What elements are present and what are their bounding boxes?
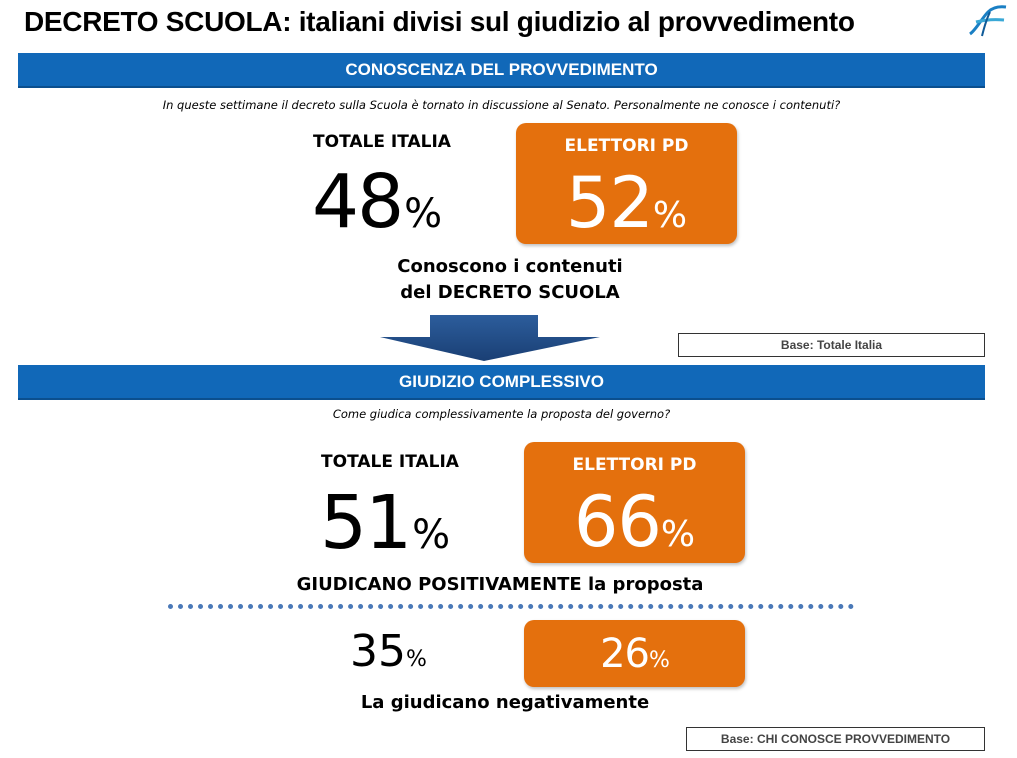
positive-pd-value: 66% (524, 487, 745, 570)
total-italia-label: TOTALE ITALIA (313, 132, 451, 152)
caption-negativamente: La giudicano negativamente (360, 692, 650, 713)
negative-pd-value: 26% (524, 632, 745, 683)
negative-total-value: 35% (350, 628, 427, 684)
total-italia-label: TOTALE ITALIA (321, 452, 459, 472)
elettori-pd-value: 52% (516, 168, 737, 251)
elettori-pd-box: ELETTORI PD 52% (516, 123, 737, 244)
base-chi-conosce: Base: CHI CONOSCE PROVVEDIMENTO (686, 727, 985, 751)
dotted-divider (168, 604, 854, 609)
value-number: 48 (312, 159, 404, 245)
value-number: 26 (600, 631, 650, 677)
band-label: CONOSCENZA DEL PROVVEDIMENTO (345, 59, 658, 79)
value-number: 35 (350, 626, 406, 677)
base-totale-italia: Base: Totale Italia (678, 333, 985, 357)
percent-sign: % (404, 191, 443, 237)
caption-line: Conoscono i contenuti (397, 256, 623, 277)
percent-sign: % (649, 648, 670, 673)
down-arrow-icon (380, 315, 600, 361)
percent-sign: % (660, 514, 696, 555)
swoosh-logo-icon (969, 5, 1007, 37)
caption-conoscono: Conoscono i contenuti del DECRETO SCUOLA (300, 254, 720, 306)
value-number: 52 (565, 162, 654, 244)
base-label: Base: Totale Italia (780, 338, 883, 352)
question-giudizio: Come giudica complessivamente la propost… (332, 407, 671, 421)
caption-positivamente: GIUDICANO POSITIVAMENTE la proposta (296, 574, 704, 595)
section-band-conoscenza: CONOSCENZA DEL PROVVEDIMENTO (18, 53, 985, 88)
elettori-pd-label: ELETTORI PD (564, 136, 689, 156)
percent-sign: % (652, 195, 688, 236)
value-number: 66 (573, 481, 662, 563)
negative-pd-box: 26% (524, 620, 745, 687)
base-label: Base: CHI CONOSCE PROVVEDIMENTO (720, 732, 951, 746)
total-italia-value: 48% (312, 165, 442, 251)
question-conoscenza: In queste settimane il decreto sulla Scu… (162, 98, 841, 112)
value-number: 51 (320, 480, 412, 566)
percent-sign: % (412, 512, 451, 558)
positive-total-value: 51% (320, 486, 450, 572)
section-band-giudizio: GIUDIZIO COMPLESSIVO (18, 365, 985, 400)
band-label: GIUDIZIO COMPLESSIVO (399, 371, 604, 391)
elettori-pd-box: ELETTORI PD 66% (524, 442, 745, 563)
percent-sign: % (406, 647, 427, 672)
caption-line: del DECRETO SCUOLA (400, 282, 620, 303)
elettori-pd-label: ELETTORI PD (572, 455, 697, 475)
page-title: DECRETO SCUOLA: italiani divisi sul giud… (24, 6, 855, 37)
